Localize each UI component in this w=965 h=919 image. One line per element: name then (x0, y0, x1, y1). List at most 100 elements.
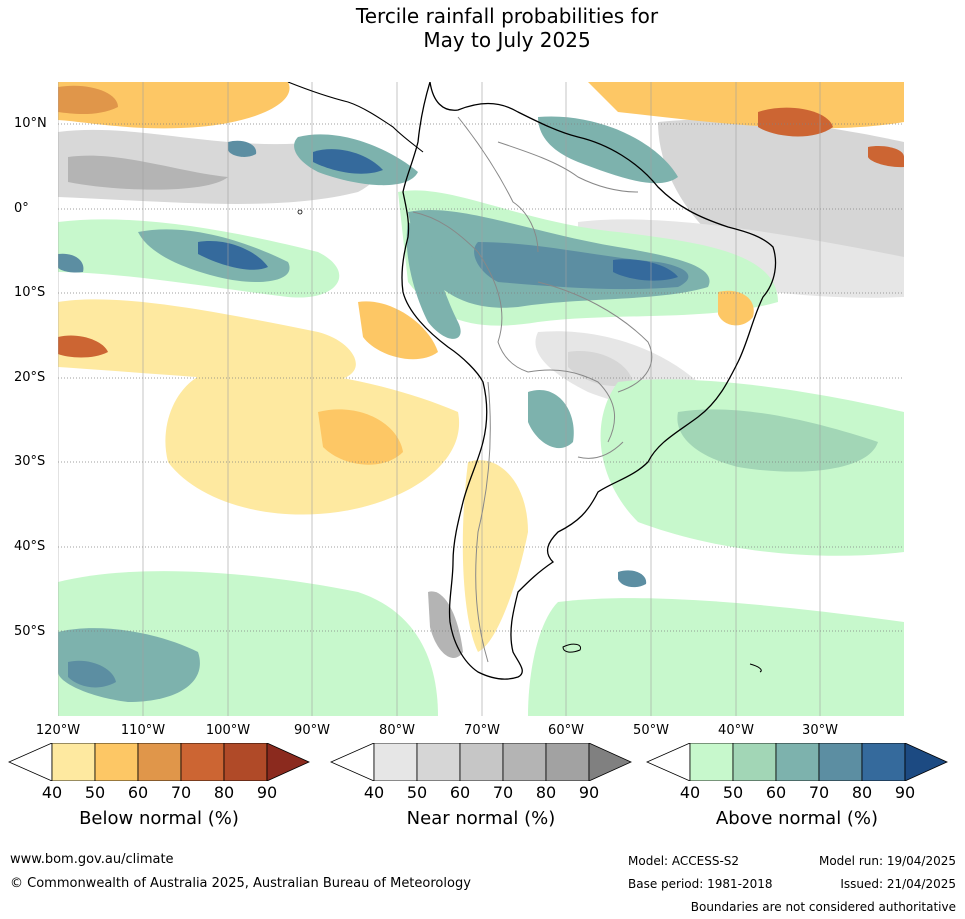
below-normal-band-north (58, 82, 290, 129)
below-normal-band-northeast (588, 82, 904, 129)
cbar-above-tick-70: 70 (808, 783, 830, 802)
border-uruguay (577, 441, 624, 459)
above-normal-andes-west (406, 222, 461, 339)
gridlines-lon (58, 82, 821, 716)
near-normal-band-north-dark (68, 155, 228, 190)
cbar-near-tick-90: 90 (578, 783, 600, 802)
lat-label-0: 0° (14, 201, 29, 216)
lon-label-40w: 40°W (718, 723, 754, 738)
colorbar-above-title: Above normal (%) (715, 808, 879, 829)
map-title: Tercile rainfall probabilities for May t… (0, 4, 965, 52)
colorbar-below-normal (8, 743, 310, 781)
below-normal-patch-east (868, 146, 904, 168)
south-america-coastline (401, 82, 777, 680)
border-paraguay (527, 369, 616, 443)
footer-copyright: © Commonwealth of Australia 2025, Austra… (10, 876, 471, 891)
colorbar-above-normal (646, 743, 948, 781)
above-normal-southwest-dark (68, 660, 116, 688)
cbar-above-tick-90: 90 (894, 783, 916, 802)
cbar-above-80 (861, 743, 906, 781)
cbar-near-low-extend (330, 743, 375, 781)
cbar-near-40 (373, 743, 418, 781)
border-ecuador (412, 211, 479, 253)
lon-label-50w: 50°W (633, 723, 669, 738)
title-line-2: May to July 2025 (423, 28, 591, 52)
cbar-below-tick-70: 70 (170, 783, 192, 802)
lon-label-100w: 100°W (205, 723, 251, 738)
near-normal-patagonia-coast (428, 591, 463, 658)
near-normal-patch-bolivia (568, 351, 633, 387)
cbar-near-high-extend (588, 743, 632, 781)
below-normal-band-north-dark (58, 85, 118, 115)
cbar-near-tick-80: 80 (535, 783, 557, 802)
above-normal-patch-central-america (228, 140, 257, 157)
above-normal-patch-far-west (58, 253, 84, 273)
shading-layer (58, 82, 904, 716)
above-normal-north-coast (538, 116, 678, 184)
cbar-below-70 (180, 743, 225, 781)
below-normal-peru (358, 301, 438, 360)
lat-label-40s: 40°S (14, 539, 46, 554)
lat-label-10s: 10°S (14, 285, 46, 300)
lon-label-120w: 120°W (35, 723, 81, 738)
below-normal-patch-northeast (758, 107, 833, 137)
cbar-near-tick-40: 40 (363, 783, 385, 802)
below-normal-patagonia (462, 460, 528, 652)
cbar-above-50 (732, 743, 777, 781)
lat-label-10n: 10°N (14, 116, 47, 131)
above-normal-south-atlantic-patch (618, 570, 647, 588)
central-america-coastline (287, 82, 424, 153)
lon-label-70w: 70°W (464, 723, 500, 738)
lon-label-30w: 30°W (802, 723, 838, 738)
lat-label-20s: 20°S (14, 370, 46, 385)
lon-label-80w: 80°W (379, 723, 415, 738)
cbar-below-tick-90: 90 (256, 783, 278, 802)
country-borders (412, 116, 653, 663)
cbar-above-60 (775, 743, 820, 781)
cbar-below-40 (51, 743, 96, 781)
border-chile-argentina (475, 381, 491, 663)
below-normal-band-west (58, 299, 356, 382)
colorbar-below-title: Below normal (%) (79, 808, 239, 829)
cbar-near-80 (545, 743, 590, 781)
colorbar-near-normal (330, 743, 632, 781)
footer-model: Model: ACCESS-S2 (628, 854, 740, 868)
galapagos-islands (297, 209, 303, 215)
cbar-below-tick-40: 40 (41, 783, 63, 802)
above-normal-la-plata (528, 390, 574, 449)
cbar-below-low-extend (8, 743, 53, 781)
cbar-above-tick-80: 80 (851, 783, 873, 802)
map-canvas (58, 82, 904, 716)
above-normal-patch-colombia-coast-dark (313, 149, 383, 174)
cbar-above-tick-40: 40 (679, 783, 701, 802)
cbar-below-60 (137, 743, 182, 781)
falkland-islands (562, 643, 582, 653)
footer-boundaries-note: Boundaries are not considered authoritat… (690, 900, 956, 914)
cbar-near-50 (416, 743, 461, 781)
cbar-above-tick-60: 60 (765, 783, 787, 802)
below-normal-patch-west (58, 335, 108, 358)
above-normal-band-pacific-dark (198, 241, 268, 270)
lon-label-60w: 60°W (548, 723, 584, 738)
lon-label-110w: 110°W (120, 723, 166, 738)
footer-model-run: Model run: 19/04/2025 (818, 854, 956, 868)
footer-base-period: Base period: 1981-2018 (628, 877, 773, 891)
colorbar-near-title: Near normal (%) (406, 808, 556, 829)
above-normal-south-atlantic (528, 598, 904, 716)
lat-label-50s: 50°S (14, 624, 46, 639)
cbar-near-70 (502, 743, 547, 781)
cbar-above-low-extend (646, 743, 691, 781)
footer-issued: Issued: 21/04/2025 (840, 877, 956, 891)
footer-url: www.bom.gov.au/climate (10, 852, 174, 867)
lat-label-30s: 30°S (14, 454, 46, 469)
cbar-below-80 (223, 743, 268, 781)
cbar-near-tick-50: 50 (406, 783, 428, 802)
cbar-near-tick-70: 70 (492, 783, 514, 802)
border-venezuela (497, 141, 639, 193)
cbar-below-tick-60: 60 (127, 783, 149, 802)
cbar-below-50 (94, 743, 139, 781)
cbar-below-high-extend (266, 743, 310, 781)
cbar-below-tick-80: 80 (213, 783, 235, 802)
cbar-above-40 (689, 743, 734, 781)
cbar-above-70 (818, 743, 863, 781)
